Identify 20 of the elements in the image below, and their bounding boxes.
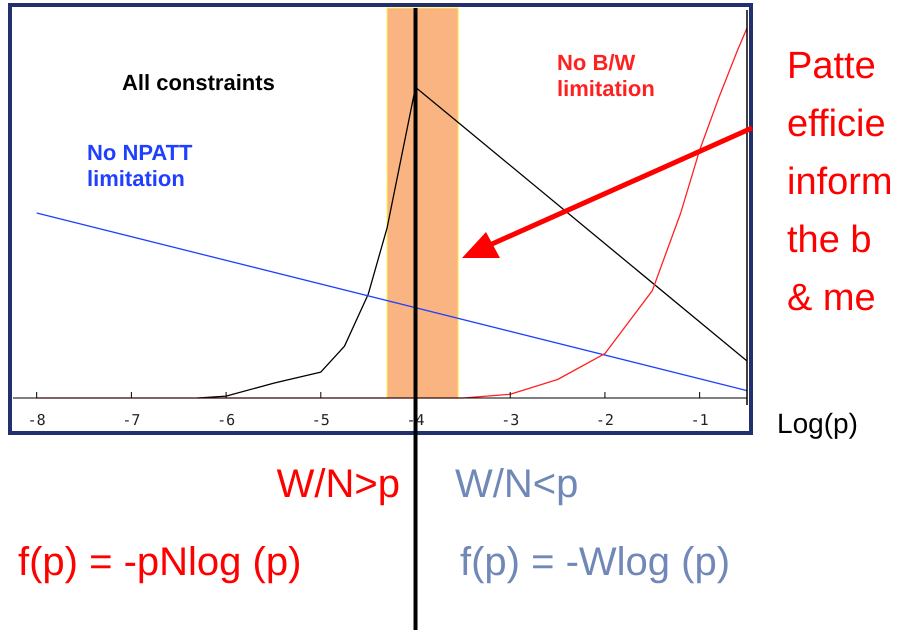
text: efficie [787,103,886,145]
x-tick-label: -7 [122,411,140,429]
x-tick-label: -6 [217,411,236,429]
text: the b [787,219,872,261]
x-axis-title: Log(p) [777,408,858,439]
text: All constraints [122,70,275,95]
x-tick-label: -8 [28,411,46,429]
text: f(p) = -pNlog (p) [18,540,302,584]
text: Patte [787,45,876,87]
text: W/N<p [455,462,578,506]
x-tick-label: -5 [312,411,330,429]
series-label: No NPATT limitation [87,140,194,191]
text: No B/W limitation [557,50,655,101]
text: & me [787,277,876,319]
text: f(p) = -Wlog (p) [460,540,730,584]
x-tick-label: -3 [501,411,520,429]
text: W/N>p [276,462,400,506]
x-tick-label: -2 [596,411,614,429]
x-tick-label: -1 [690,411,709,429]
text: inform [787,161,893,203]
